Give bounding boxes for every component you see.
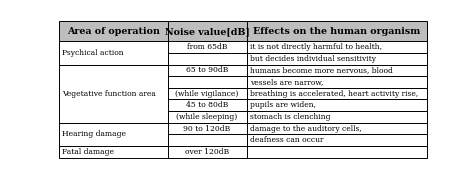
Bar <box>168 53 246 65</box>
Text: 45 to 80dB: 45 to 80dB <box>186 101 228 109</box>
Bar <box>246 88 427 99</box>
Text: (while vigilance): (while vigilance) <box>175 90 239 98</box>
Bar <box>168 99 246 111</box>
Bar <box>59 123 168 146</box>
Text: humans become more nervous, blood: humans become more nervous, blood <box>249 66 392 75</box>
Text: (while sleeping): (while sleeping) <box>176 113 238 121</box>
Text: vessels are narrow,: vessels are narrow, <box>249 78 323 86</box>
Bar <box>246 99 427 111</box>
Text: stomach is clenching: stomach is clenching <box>249 113 330 121</box>
Text: Effects on the human organism: Effects on the human organism <box>253 27 420 36</box>
Bar <box>59 21 168 41</box>
Bar <box>246 134 427 146</box>
Bar <box>168 134 246 146</box>
Bar <box>246 41 427 53</box>
Text: deafness can occur: deafness can occur <box>249 136 323 144</box>
Text: Vegetative function area: Vegetative function area <box>62 90 156 98</box>
Text: Psychical action: Psychical action <box>62 49 124 57</box>
Bar <box>168 146 246 158</box>
Text: it is not directly harmful to health,: it is not directly harmful to health, <box>249 43 382 51</box>
Text: 65 to 90dB: 65 to 90dB <box>186 66 228 75</box>
Bar <box>59 41 168 65</box>
Bar <box>246 53 427 65</box>
Bar <box>168 65 246 76</box>
Bar <box>246 111 427 123</box>
Bar <box>59 146 168 158</box>
Bar <box>246 123 427 134</box>
Text: Fatal damage: Fatal damage <box>62 148 114 156</box>
Text: from 65dB: from 65dB <box>187 43 228 51</box>
Text: Noise value[dB]: Noise value[dB] <box>164 27 249 36</box>
Bar <box>246 146 427 158</box>
Bar <box>246 21 427 41</box>
Text: pupils are widen,: pupils are widen, <box>249 101 316 109</box>
Bar <box>246 76 427 88</box>
Bar <box>168 76 246 88</box>
Text: 90 to 120dB: 90 to 120dB <box>183 124 231 133</box>
Bar <box>59 65 168 123</box>
Bar <box>168 41 246 53</box>
Text: breathing is accelerated, heart activity rise,: breathing is accelerated, heart activity… <box>249 90 418 98</box>
Bar <box>168 88 246 99</box>
Text: but decides individual sensitivity: but decides individual sensitivity <box>249 55 375 63</box>
Bar <box>168 123 246 134</box>
Text: damage to the auditory cells,: damage to the auditory cells, <box>249 124 361 133</box>
Bar <box>246 65 427 76</box>
Bar <box>168 21 246 41</box>
Text: Area of operation: Area of operation <box>67 27 160 36</box>
Bar <box>168 111 246 123</box>
Text: Hearing damage: Hearing damage <box>62 130 126 138</box>
Text: over 120dB: over 120dB <box>185 148 229 156</box>
